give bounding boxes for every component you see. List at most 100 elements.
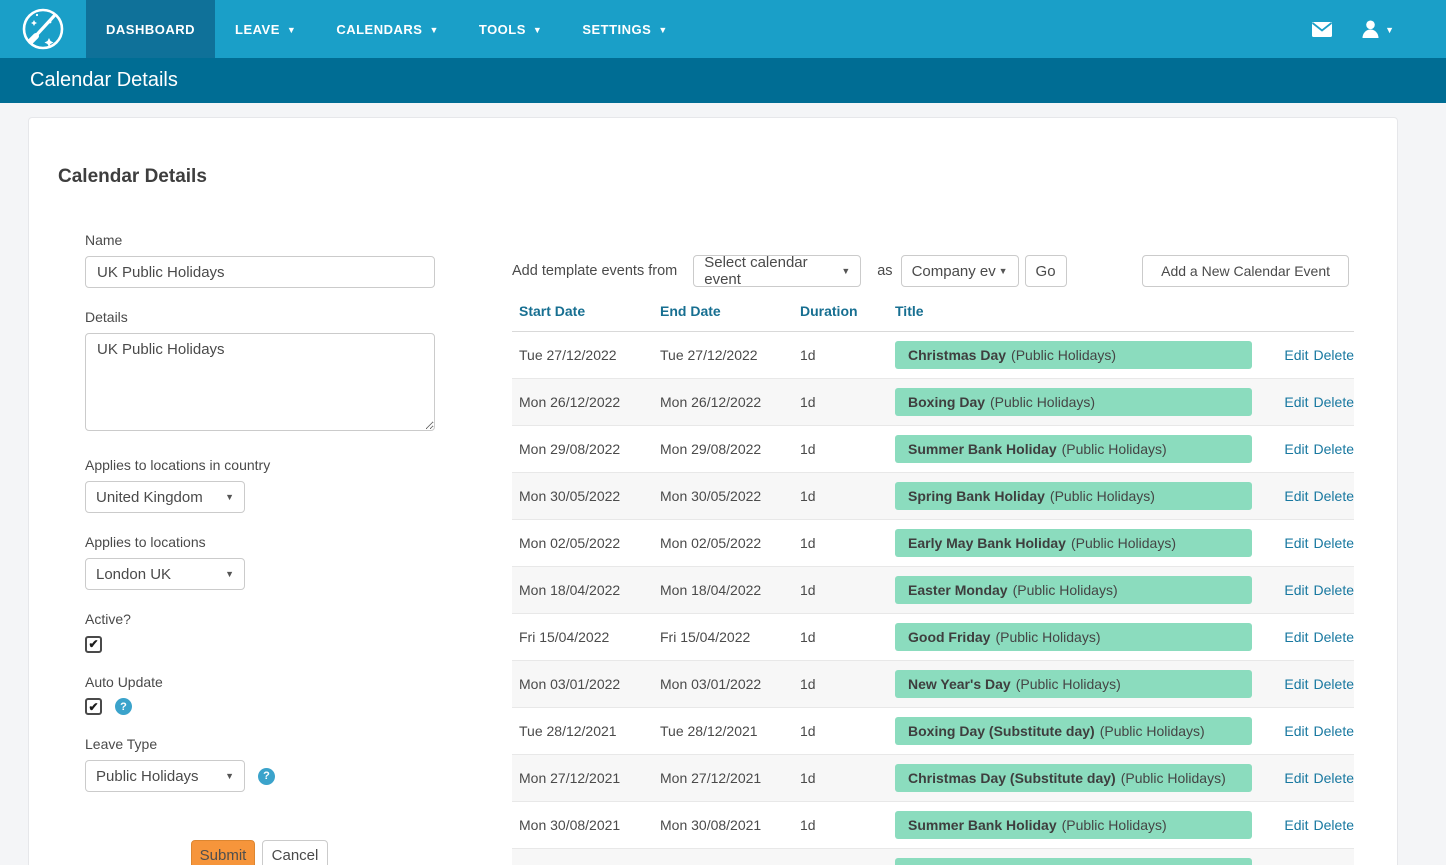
edit-link[interactable]: Edit	[1284, 582, 1309, 598]
locations-label: Applies to locations	[85, 534, 206, 550]
event-start-date: Tue 27/12/2022	[519, 347, 617, 363]
auto-update-checkbox[interactable]: ✔	[85, 698, 102, 715]
active-checkbox[interactable]: ✔	[85, 635, 102, 653]
edit-link[interactable]: Edit	[1284, 629, 1309, 645]
event-title-badge: Spring Bank Holiday (Public Holidays)	[895, 482, 1252, 510]
event-start-date: Mon 26/12/2022	[519, 394, 621, 410]
nav-item-tools[interactable]: TOOLS ▼	[459, 0, 562, 58]
edit-link[interactable]: Edit	[1284, 488, 1309, 504]
help-icon[interactable]: ?	[258, 767, 275, 785]
chevron-down-icon: ▼	[998, 266, 1008, 276]
event-start-date: Mon 02/05/2022	[519, 535, 621, 551]
table-row: Mon 29/08/2022 Mon 29/08/2022 1d Summer …	[512, 426, 1354, 473]
calendar-events-panel: Add template events from Select calendar…	[512, 254, 1354, 865]
event-duration: 1d	[800, 441, 816, 457]
add-new-calendar-event-button[interactable]: Add a New Calendar Event	[1142, 255, 1349, 287]
event-title-badge: Summer Bank Holiday (Public Holidays)	[895, 811, 1252, 839]
template-calendar-select[interactable]: Select calendar event ▼	[693, 254, 862, 288]
auto-update-label: Auto Update	[85, 674, 163, 690]
event-duration: 1d	[800, 629, 816, 645]
submit-button[interactable]: Submit	[191, 840, 255, 865]
event-title-badge: Early May Bank Holiday (Public Holidays)	[895, 529, 1252, 557]
edit-link[interactable]: Edit	[1284, 770, 1309, 786]
calendar-details-card: Calendar Details Name Details UK Public …	[28, 117, 1398, 865]
event-duration: 1d	[800, 535, 816, 551]
table-row: Mon 18/04/2022 Mon 18/04/2022 1d Easter …	[512, 567, 1354, 614]
event-start-date: Mon 27/12/2021	[519, 770, 621, 786]
name-input[interactable]	[85, 256, 435, 288]
add-template-events-label: Add template events from	[512, 263, 678, 279]
event-start-date: Mon 29/08/2022	[519, 441, 621, 457]
nav-item-label: DASHBOARD	[106, 21, 195, 37]
event-end-date: Mon 30/05/2022	[660, 488, 762, 504]
event-start-date: Mon 03/01/2022	[519, 676, 621, 692]
delete-link[interactable]: Delete	[1313, 676, 1354, 692]
delete-link[interactable]: Delete	[1313, 817, 1354, 833]
event-start-date: Mon 18/04/2022	[519, 582, 621, 598]
edit-link[interactable]: Edit	[1284, 394, 1309, 410]
nav-item-dashboard[interactable]: DASHBOARD	[86, 0, 215, 58]
country-select[interactable]: United Kingdom ▼	[85, 481, 245, 513]
edit-link[interactable]: Edit	[1284, 347, 1309, 363]
chevron-down-icon: ▼	[1385, 24, 1394, 35]
event-start-date: Tue 28/12/2021	[519, 723, 617, 739]
delete-link[interactable]: Delete	[1313, 582, 1354, 598]
event-title-badge: Christmas Day (Public Holidays)	[895, 341, 1252, 369]
nav-item-calendars[interactable]: CALENDARS ▼	[316, 0, 459, 58]
event-start-date: Fri 15/04/2022	[519, 629, 610, 645]
delete-link[interactable]: Delete	[1313, 347, 1354, 363]
col-header-title[interactable]: Title	[895, 303, 924, 319]
col-header-duration[interactable]: Duration	[800, 303, 858, 319]
go-button[interactable]: Go	[1024, 255, 1067, 287]
event-title-badge	[895, 858, 1252, 865]
event-type-select-value: Company ev	[911, 262, 996, 280]
locations-select[interactable]: London UK ▼	[85, 558, 245, 590]
delete-link[interactable]: Delete	[1313, 629, 1354, 645]
event-duration: 1d	[800, 488, 816, 504]
table-row: Fri 15/04/2022 Fri 15/04/2022 1d Good Fr…	[512, 614, 1354, 661]
nav-item-settings[interactable]: SETTINGS ▼	[562, 0, 687, 58]
delete-link[interactable]: Delete	[1313, 535, 1354, 551]
chevron-down-icon: ▼	[429, 24, 439, 35]
template-calendar-select-value: Select calendar event	[704, 254, 808, 288]
details-label: Details	[85, 309, 128, 325]
country-label: Applies to locations in country	[85, 457, 271, 473]
event-start-date: Mon 30/08/2021	[519, 817, 621, 833]
delete-link[interactable]: Delete	[1313, 441, 1354, 457]
nav-item-leave[interactable]: LEAVE ▼	[215, 0, 316, 58]
leave-type-select-value: Public Holidays	[96, 767, 199, 785]
edit-link[interactable]: Edit	[1284, 817, 1309, 833]
table-row: Mon 30/08/2021 Mon 30/08/2021 1d Summer …	[512, 802, 1354, 849]
col-header-start-date[interactable]: Start Date	[519, 303, 586, 319]
event-title-badge: Summer Bank Holiday (Public Holidays)	[895, 435, 1252, 463]
event-type-select[interactable]: Company ev ▼	[900, 255, 1019, 287]
edit-link[interactable]: Edit	[1284, 535, 1309, 551]
edit-link[interactable]: Edit	[1284, 441, 1309, 457]
leave-type-select[interactable]: Public Holidays ▼	[85, 760, 245, 792]
delete-link[interactable]: Delete	[1313, 770, 1354, 786]
user-menu-button[interactable]: ▼	[1362, 20, 1394, 38]
delete-link[interactable]: Delete	[1313, 723, 1354, 739]
event-title-badge: New Year's Day (Public Holidays)	[895, 670, 1252, 698]
details-textarea[interactable]: UK Public Holidays	[85, 333, 435, 431]
event-end-date: Fri 15/04/2022	[660, 629, 751, 645]
nav-item-label: CALENDARS	[336, 21, 423, 37]
cancel-button[interactable]: Cancel	[262, 840, 328, 865]
name-label: Name	[85, 232, 123, 248]
app-logo[interactable]	[0, 0, 86, 58]
active-label: Active?	[85, 611, 131, 627]
help-icon[interactable]: ?	[115, 698, 132, 715]
delete-link[interactable]: Delete	[1313, 394, 1354, 410]
edit-link[interactable]: Edit	[1284, 723, 1309, 739]
event-duration: 1d	[800, 676, 816, 692]
events-table-header: Start Date End Date Duration Title	[512, 297, 1354, 332]
event-duration: 1d	[800, 582, 816, 598]
event-end-date: Mon 18/04/2022	[660, 582, 762, 598]
chevron-down-icon: ▼	[658, 24, 668, 35]
col-header-end-date[interactable]: End Date	[660, 303, 721, 319]
event-duration: 1d	[800, 347, 816, 363]
messages-button[interactable]	[1312, 21, 1333, 37]
edit-link[interactable]: Edit	[1284, 676, 1309, 692]
delete-link[interactable]: Delete	[1313, 488, 1354, 504]
events-table: Start Date End Date Duration Title Tue 2…	[512, 297, 1354, 865]
